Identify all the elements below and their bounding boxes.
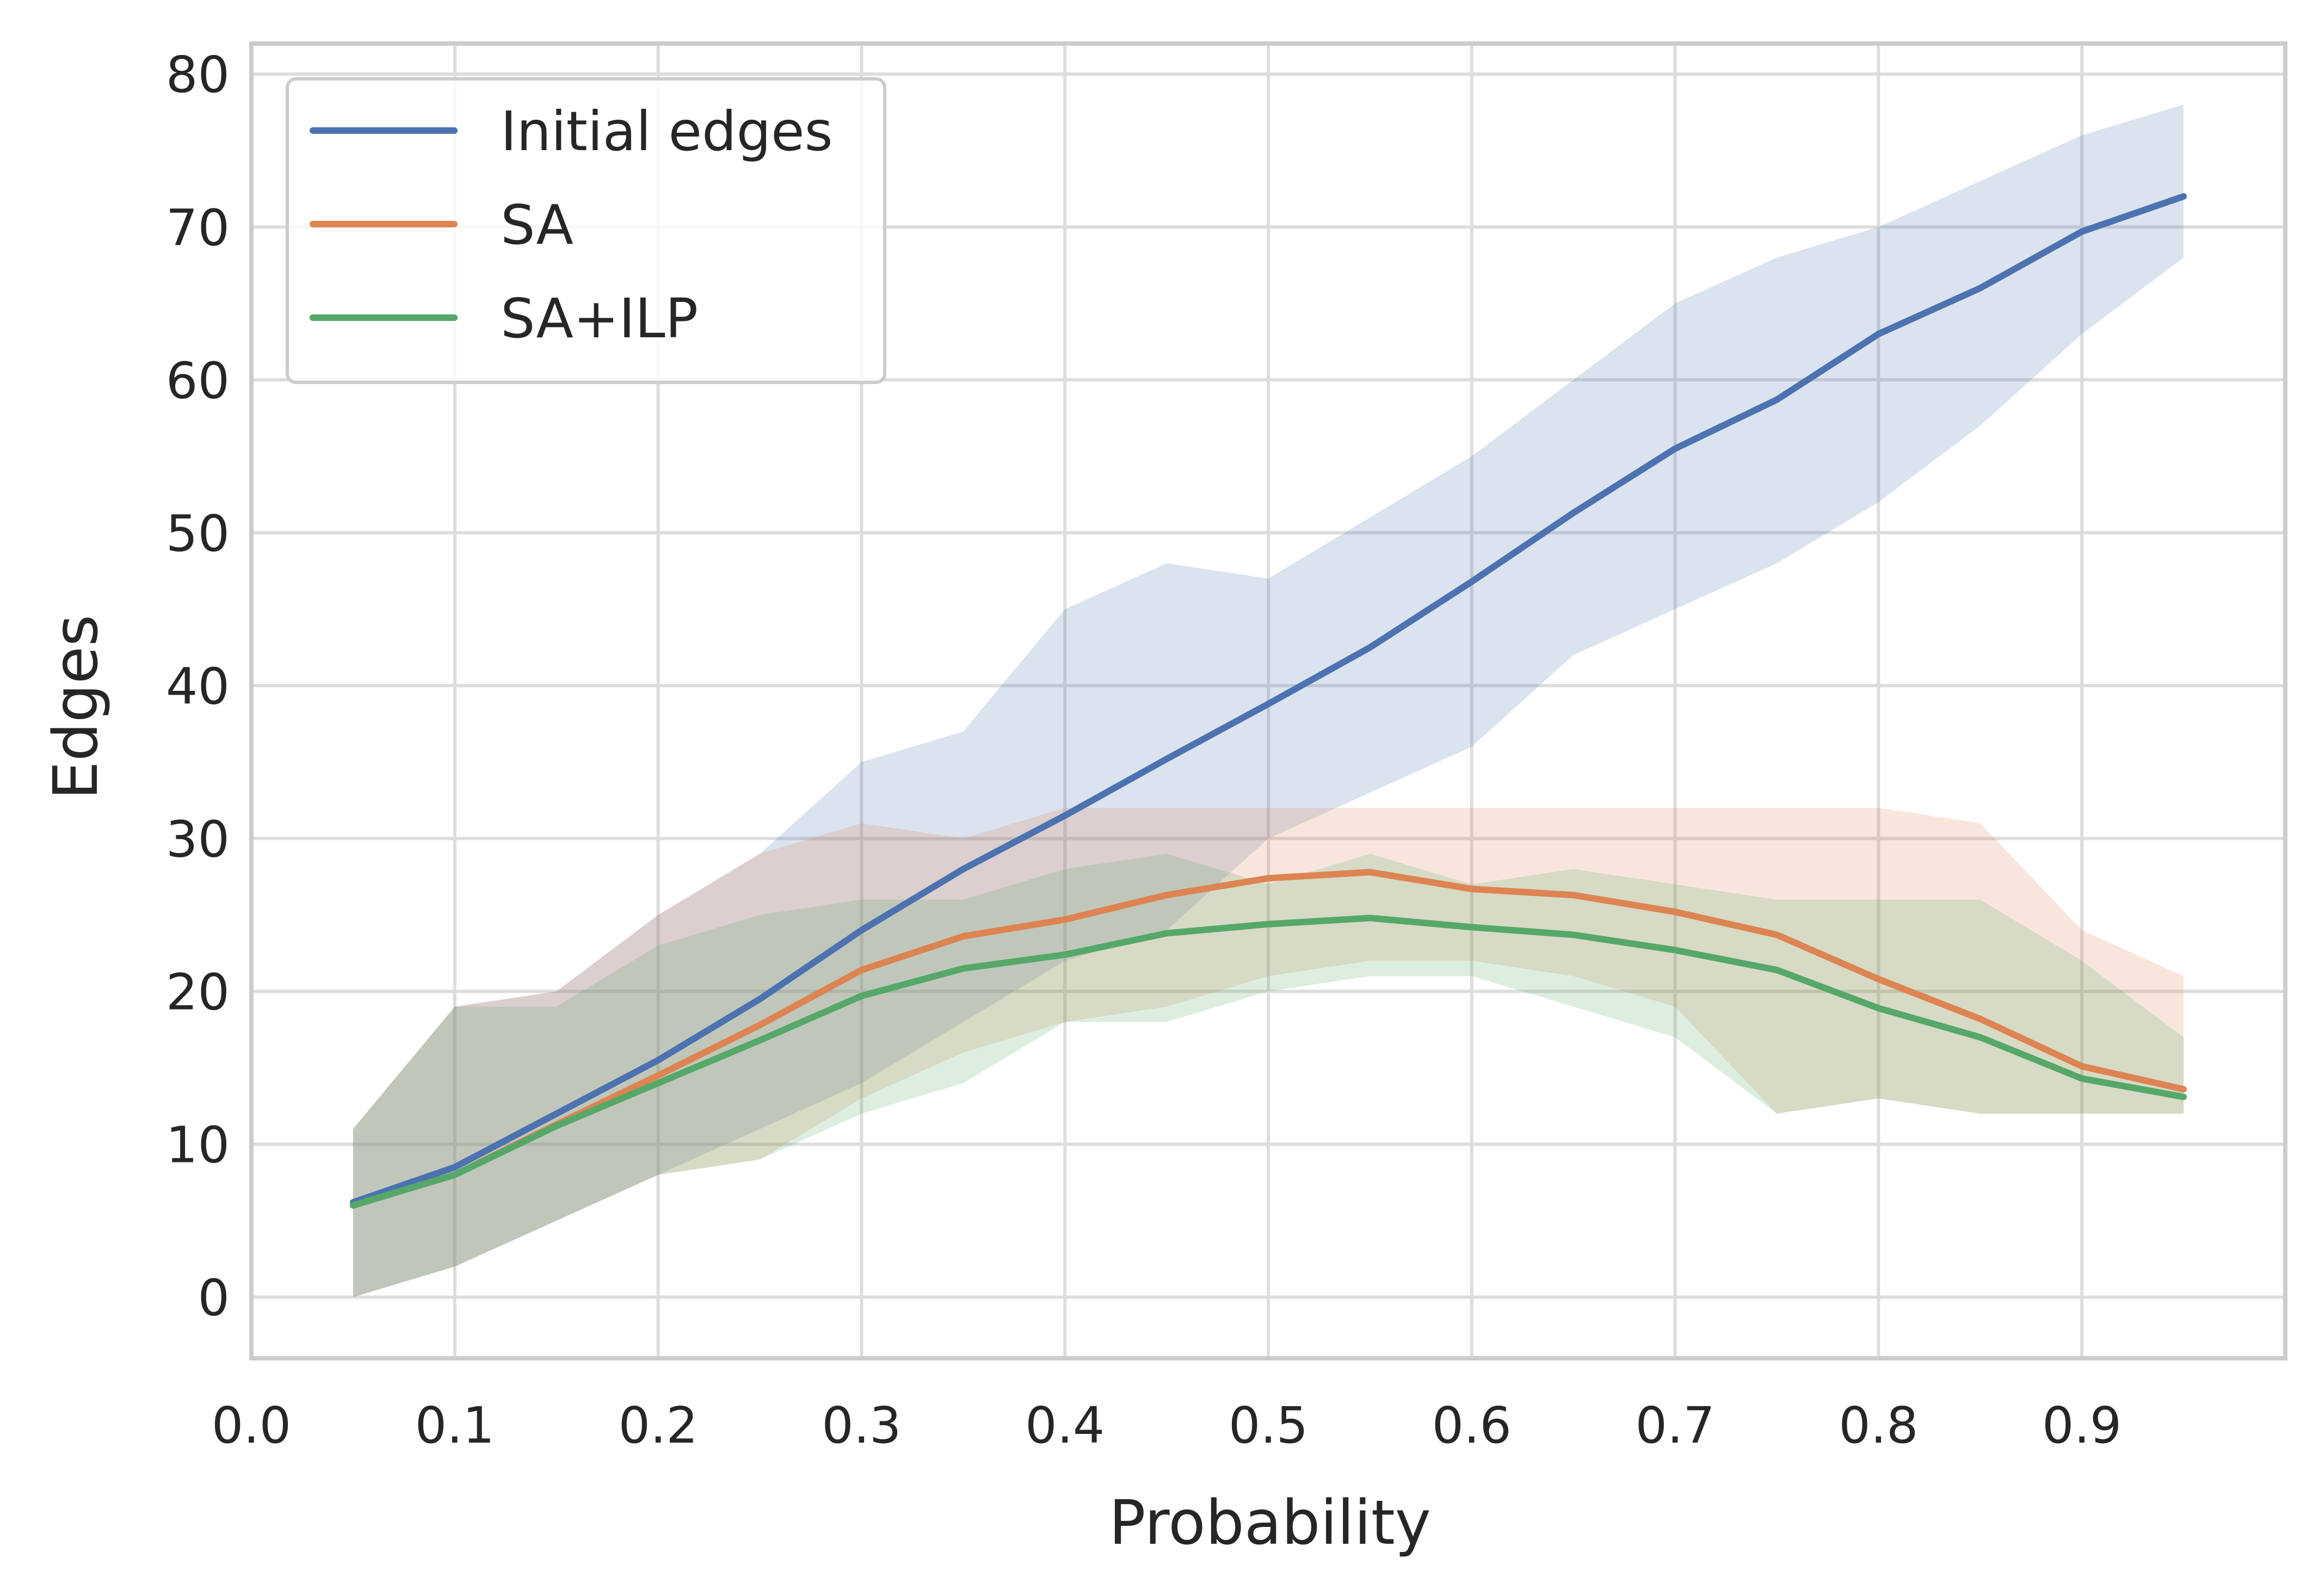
line-series-2: [349, 914, 2187, 1209]
y-tick-label: 10: [166, 1116, 230, 1174]
x-tick-label: 0.4: [1025, 1396, 1105, 1455]
y-tick-label: 80: [166, 46, 230, 104]
legend-frame: [286, 77, 886, 384]
x-tick-labels: 0.0 0.1 0.2 0.3 0.4 0.5 0.6 0.7 0.8 0.9: [212, 1396, 2122, 1455]
x-tick-label: 0.5: [1229, 1396, 1308, 1455]
series-lines: [349, 193, 2187, 1209]
x-tick-label: 0.7: [1635, 1396, 1714, 1455]
line-series-1: [349, 869, 2187, 1209]
y-tick-label: 0: [198, 1269, 230, 1327]
x-axis-label: Probability: [1109, 1488, 1431, 1558]
x-tick-label: 0.2: [618, 1396, 698, 1455]
y-axis-label: Edges: [41, 615, 112, 800]
y-tick-label: 20: [166, 963, 230, 1021]
y-tick-label: 60: [166, 351, 230, 410]
plot-frame: [249, 41, 2287, 1360]
y-tick-labels: 0 10 20 30 40 50 60 70 80: [166, 46, 230, 1327]
x-tick-label: 0.9: [2042, 1396, 2121, 1455]
y-tick-label: 30: [166, 810, 230, 868]
legend-label-1: SA: [501, 193, 573, 257]
y-tick-label: 40: [166, 657, 230, 715]
legend-label-0: Initial edges: [501, 100, 833, 163]
x-tick-label: 0.1: [415, 1396, 495, 1455]
line-series-0: [349, 193, 2187, 1206]
y-tick-label: 50: [166, 504, 230, 562]
legend-label-2: SA+ILP: [501, 287, 698, 350]
y-tick-label: 70: [166, 199, 230, 257]
x-tick-label: 0.8: [1839, 1396, 1918, 1455]
legend: Initial edges SA SA+ILP: [286, 77, 886, 384]
x-tick-label: 0.0: [212, 1396, 291, 1455]
x-tick-label: 0.6: [1432, 1396, 1512, 1455]
band-series-1: [353, 808, 2184, 1297]
x-tick-label: 0.3: [822, 1396, 901, 1455]
